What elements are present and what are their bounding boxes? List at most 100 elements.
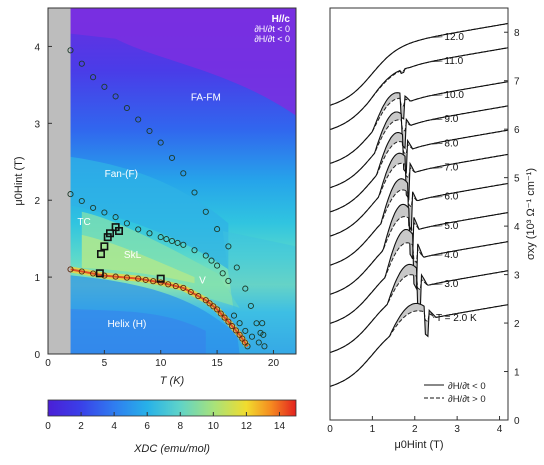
hysteresis-area xyxy=(330,178,508,266)
series-leader-line xyxy=(429,196,443,198)
fan-fafm-boundary-point xyxy=(146,127,153,135)
phase-label: TC xyxy=(77,217,90,228)
phase-label: FA-FM xyxy=(191,92,221,103)
fan-skl-boundary-point xyxy=(191,247,198,254)
sweep-direction-label: ∂H/∂t < 0 xyxy=(254,24,290,34)
curve-decreasing-field xyxy=(329,152,509,237)
x-tick-label: 1 xyxy=(370,424,376,435)
fan-skl-boundary-point xyxy=(202,252,209,259)
curve-increasing-field xyxy=(329,47,509,130)
region-v xyxy=(222,230,296,354)
y-tick-label: 1 xyxy=(514,368,520,379)
conductivity-chart: 12.0 11.0 10.0 9.0 8.0 7.0 6.0 5.0 4.0 3.0 T = 2.0… xyxy=(327,7,537,451)
x-tick-label: 20 xyxy=(268,358,280,369)
series-label: 11.0 xyxy=(444,56,463,67)
curve-decreasing-field xyxy=(329,22,509,106)
curve-decreasing-field xyxy=(329,228,509,324)
series-label: 8.0 xyxy=(444,138,458,149)
helix-boundary-point xyxy=(150,278,157,285)
series-leader-line xyxy=(429,60,443,63)
helix-boundary-point xyxy=(78,268,85,275)
series-leader-line xyxy=(429,36,443,39)
curve-increasing-field xyxy=(329,153,509,237)
helix-boundary-point xyxy=(90,270,97,277)
v-fafm-boundary-point xyxy=(248,333,256,340)
phase-label: SkL xyxy=(124,250,142,261)
y-tick-label: 0 xyxy=(34,350,40,361)
series-label: T = 2.0 K xyxy=(436,313,477,324)
fan-skl-boundary-point xyxy=(112,214,119,221)
x-tick-label: 0 xyxy=(327,424,333,435)
field-direction-label: H//c xyxy=(272,14,291,25)
curve-decreasing-field xyxy=(329,129,509,213)
fan-skl-boundary-point xyxy=(208,257,215,264)
y-tick-label: 3 xyxy=(514,271,520,282)
x-tick-label: 5 xyxy=(102,358,108,369)
fan-fafm-boundary-point xyxy=(191,189,198,196)
fan-fafm-boundary-point xyxy=(90,74,97,81)
helix-boundary-point xyxy=(202,297,209,304)
skl-boundary-marker xyxy=(95,269,104,278)
helix-boundary-point xyxy=(225,318,232,325)
heatmap-area xyxy=(48,8,296,354)
fan-fafm-boundary-point xyxy=(78,60,85,67)
hysteresis-area xyxy=(330,153,508,237)
fan-fafm-boundary-point xyxy=(123,104,130,112)
curve-decreasing-field xyxy=(329,302,509,387)
helix-boundary-point xyxy=(206,300,213,307)
fan-fafm-boundary-point xyxy=(233,264,240,271)
curve-decreasing-field xyxy=(329,105,509,189)
region-helix xyxy=(48,273,246,354)
y-tick-label: 2 xyxy=(514,319,520,330)
series-label: 5.0 xyxy=(444,221,458,232)
series-label: 9.0 xyxy=(444,114,458,125)
y-tick-label: 0 xyxy=(514,416,520,427)
y-tick-label: 2 xyxy=(34,196,40,207)
v-fafm-boundary-point xyxy=(261,343,268,350)
fan-skl-boundary-point xyxy=(174,239,181,246)
legend-label: ∂H/∂t > 0 xyxy=(448,394,486,405)
helix-boundary-point xyxy=(142,276,149,283)
fan-skl-boundary-point xyxy=(101,209,108,216)
phase-label: V xyxy=(199,275,206,286)
x-axis-label: T (K) xyxy=(160,375,185,387)
y-tick-label: 5 xyxy=(514,174,520,185)
helix-boundary-point xyxy=(210,303,217,310)
series-label: 3.0 xyxy=(444,279,458,290)
fan-fafm-boundary-point xyxy=(67,47,74,54)
y-axis-label: σxy (10³ Ω⁻¹ cm⁻¹) xyxy=(525,168,537,260)
helix-boundary-point xyxy=(195,293,202,300)
x-tick-label: 0 xyxy=(45,358,51,369)
helix-boundary-point xyxy=(165,281,172,288)
series-leader-line xyxy=(429,225,443,228)
x-tick-label: 3 xyxy=(454,424,460,435)
region-helix-inner xyxy=(48,307,206,354)
series-leader-line xyxy=(429,283,443,286)
y-tick-label: 8 xyxy=(514,28,520,39)
helix-boundary-point xyxy=(221,314,228,321)
curve-decreasing-field xyxy=(329,81,509,164)
colorbar-tick-label: 4 xyxy=(111,421,117,432)
skl-boundary-marker xyxy=(106,229,115,238)
fan-fafm-boundary-point xyxy=(242,285,249,292)
y-tick-label: 7 xyxy=(514,77,520,88)
series-leader-line xyxy=(429,167,443,169)
helix-boundary-point xyxy=(187,288,194,296)
legend-label: ∂H/∂t < 0 xyxy=(448,381,486,392)
fan-skl-boundary-point xyxy=(78,197,85,205)
y-tick-label: 1 xyxy=(34,273,40,284)
series-leader-line xyxy=(429,118,443,121)
fan-fafm-boundary-point xyxy=(247,302,254,309)
colorbar-tick-label: 12 xyxy=(241,421,253,432)
fan-fafm-boundary-point xyxy=(202,208,209,215)
helix-boundary-point xyxy=(180,284,187,291)
helix-boundary-point xyxy=(214,306,221,313)
colorbar: 0 2 4 6 8 10 12 14 XDC (emu/mol) xyxy=(45,399,297,455)
plot-frame xyxy=(329,7,509,421)
plot-frame xyxy=(47,7,297,355)
y-tick-label: 4 xyxy=(514,222,520,233)
colorbar-tick-label: 2 xyxy=(78,421,84,432)
fan-skl-boundary-point xyxy=(90,204,97,211)
curve-increasing-field xyxy=(329,241,509,324)
